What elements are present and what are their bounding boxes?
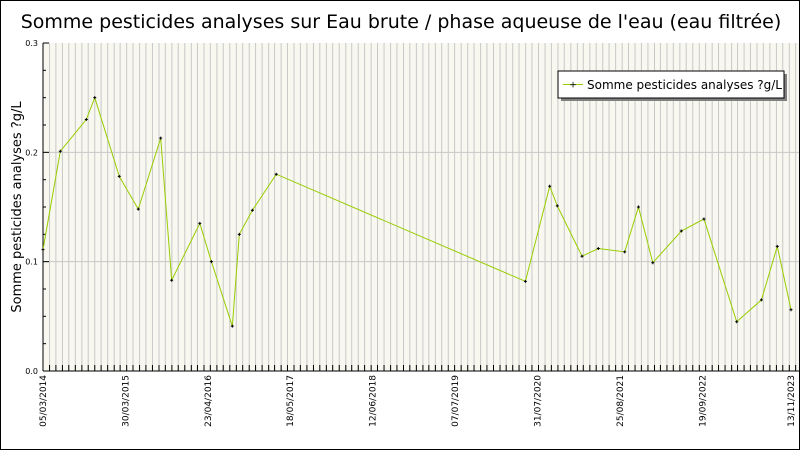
data-point xyxy=(136,207,140,211)
series-line xyxy=(42,96,792,327)
y-tick-label: 0.0 xyxy=(25,367,38,376)
data-point xyxy=(651,261,655,265)
legend-label: Somme pesticides analyses ?g/L xyxy=(587,78,782,92)
data-point xyxy=(84,118,88,122)
x-tick-label: 25/08/2021 xyxy=(616,375,626,427)
data-point xyxy=(159,136,163,140)
data-point xyxy=(555,204,559,208)
x-tick-label: 18/05/2017 xyxy=(286,375,296,427)
legend-marker-swatch: + xyxy=(569,81,577,91)
data-point xyxy=(237,232,241,236)
data-point xyxy=(580,254,584,258)
data-point xyxy=(596,247,600,251)
data-point xyxy=(735,320,739,324)
y-tick-label: 0.3 xyxy=(25,39,38,48)
data-point xyxy=(198,221,202,225)
data-point xyxy=(41,248,45,252)
data-point xyxy=(759,298,763,302)
x-tick-label: 30/03/2015 xyxy=(121,375,131,427)
data-point xyxy=(523,279,527,283)
data-point xyxy=(170,278,174,282)
data-point xyxy=(250,208,254,212)
data-point xyxy=(702,217,706,221)
data-point xyxy=(58,149,62,153)
x-tick-label: 12/06/2018 xyxy=(369,375,379,427)
data-point xyxy=(274,172,278,176)
y-axis-label: Somme pesticides analyses ?g/L xyxy=(10,101,25,313)
x-tick-label: 19/09/2022 xyxy=(698,375,708,427)
x-tick-label: 05/03/2014 xyxy=(39,375,49,427)
data-point xyxy=(93,96,97,100)
x-tick-label: 13/11/2023 xyxy=(787,375,797,427)
chart-title: Somme pesticides analyses sur Eau brute … xyxy=(21,11,782,33)
legend: + Somme pesticides analyses ?g/L xyxy=(557,70,787,101)
x-tick-label: 31/07/2020 xyxy=(533,375,543,427)
data-point xyxy=(548,184,552,188)
y-tick-label: 0.1 xyxy=(25,258,38,267)
data-point xyxy=(789,308,793,312)
x-tick-label: 23/04/2016 xyxy=(204,375,214,427)
data-point xyxy=(209,260,213,264)
data-point xyxy=(679,229,683,233)
data-point xyxy=(230,324,234,328)
y-tick-label: 0.2 xyxy=(25,148,38,157)
data-point xyxy=(775,244,779,248)
x-tick-label: 07/07/2019 xyxy=(451,375,461,427)
data-point xyxy=(623,250,627,254)
data-point xyxy=(636,205,640,209)
data-point xyxy=(117,174,121,178)
